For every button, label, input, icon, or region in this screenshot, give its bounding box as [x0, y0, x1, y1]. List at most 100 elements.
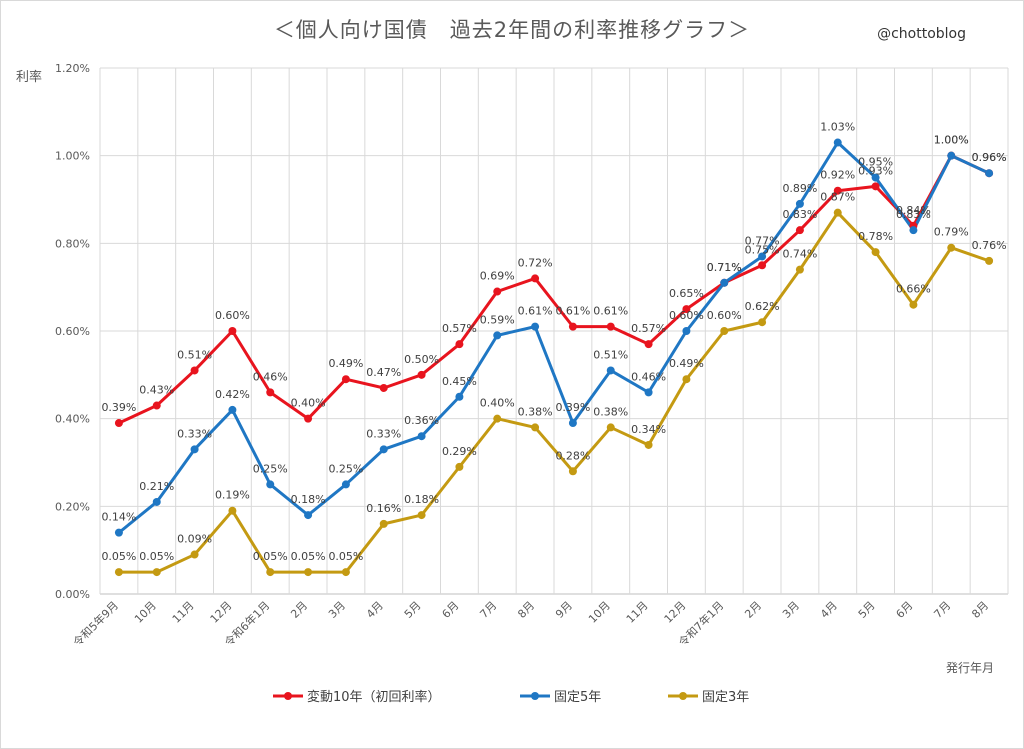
data-point	[833, 138, 842, 147]
data-point	[871, 173, 880, 182]
data-label: 0.46%	[631, 370, 666, 383]
x-axis-label: 発行年月	[946, 661, 995, 675]
y-tick-label: 1.20%	[55, 62, 90, 75]
data-label: 0.05%	[101, 550, 136, 563]
data-label: 0.74%	[782, 248, 817, 261]
data-label: 0.50%	[404, 353, 439, 366]
x-tick-label: 12月	[662, 599, 689, 626]
data-label: 0.16%	[366, 502, 401, 515]
data-point	[644, 440, 653, 449]
legend-label-fixed5: 固定5年	[554, 690, 602, 705]
data-point	[644, 340, 653, 349]
data-point	[266, 568, 275, 577]
data-point	[568, 419, 577, 428]
data-point	[568, 322, 577, 331]
data-point	[795, 226, 804, 235]
data-label: 0.40%	[291, 397, 326, 410]
data-label: 0.19%	[215, 489, 250, 502]
legend: 変動10年（初回利率） 固定5年 固定3年	[0, 686, 1024, 706]
data-point	[266, 480, 275, 489]
data-point	[379, 445, 388, 454]
data-label: 0.18%	[404, 493, 439, 506]
data-point	[152, 401, 161, 410]
data-point	[493, 414, 502, 423]
x-tick-label: 4月	[818, 599, 840, 621]
data-point	[531, 274, 540, 283]
data-label: 0.51%	[177, 348, 212, 361]
data-label: 0.84%	[896, 204, 931, 217]
data-label: 0.39%	[101, 401, 136, 414]
data-label: 0.79%	[934, 226, 969, 239]
data-label: 0.95%	[858, 156, 893, 169]
data-point	[190, 445, 199, 454]
data-point	[304, 414, 313, 423]
data-label: 0.51%	[593, 348, 628, 361]
series-line	[117, 141, 990, 534]
data-point	[341, 568, 350, 577]
data-label: 0.87%	[820, 191, 855, 204]
data-label: 0.38%	[518, 405, 553, 418]
legend-item-fixed5: 固定5年	[520, 686, 601, 705]
data-label: 0.33%	[366, 427, 401, 440]
data-point	[568, 467, 577, 476]
x-tick-label: 6月	[440, 599, 462, 621]
data-point	[606, 366, 615, 375]
data-point	[190, 550, 199, 559]
data-point	[947, 151, 956, 160]
data-label: 0.05%	[328, 550, 363, 563]
data-label: 0.60%	[669, 309, 704, 322]
data-label: 0.39%	[555, 401, 590, 414]
data-label: 0.59%	[480, 313, 515, 326]
data-label: 0.61%	[555, 305, 590, 318]
legend-marker-fixed3	[668, 691, 698, 700]
data-point	[909, 226, 918, 235]
data-label: 0.60%	[707, 309, 742, 322]
data-point	[341, 375, 350, 384]
data-point	[720, 278, 729, 287]
data-point	[455, 392, 464, 401]
x-tick-label: 10月	[586, 599, 613, 626]
data-label: 0.34%	[631, 423, 666, 436]
data-label: 0.05%	[253, 550, 288, 563]
legend-item-floating10: 変動10年（初回利率）	[273, 686, 441, 705]
data-point	[190, 366, 199, 375]
x-tick-label: 11月	[170, 599, 197, 626]
data-label: 1.00%	[934, 134, 969, 147]
data-label: 0.25%	[253, 462, 288, 475]
data-point	[644, 388, 653, 397]
data-label: 0.14%	[101, 511, 136, 524]
data-point	[871, 182, 880, 191]
data-label: 0.83%	[782, 208, 817, 221]
legend-item-fixed3: 固定3年	[668, 686, 749, 705]
y-tick-label: 0.00%	[55, 588, 90, 601]
data-point	[531, 322, 540, 331]
data-label: 0.43%	[139, 384, 174, 397]
data-label: 0.71%	[707, 261, 742, 274]
data-label: 0.18%	[291, 493, 326, 506]
data-point	[228, 506, 237, 515]
data-point	[758, 261, 767, 270]
legend-marker-floating10	[273, 691, 303, 700]
y-tick-label: 0.20%	[55, 500, 90, 513]
data-label: 1.03%	[820, 121, 855, 134]
x-tick-label: 2月	[288, 599, 310, 621]
data-point	[606, 322, 615, 331]
data-label: 0.61%	[518, 305, 553, 318]
data-point	[114, 419, 123, 428]
x-tick-label: 4月	[364, 599, 386, 621]
data-point	[909, 300, 918, 309]
x-tick-label: 令和5年9月	[70, 598, 121, 649]
data-label: 0.61%	[593, 305, 628, 318]
data-point	[493, 287, 502, 296]
data-label: 0.42%	[215, 388, 250, 401]
data-point	[228, 327, 237, 335]
x-tick-label: 9月	[553, 599, 575, 621]
data-label: 0.75%	[745, 243, 780, 256]
data-point	[304, 568, 313, 577]
data-label: 0.49%	[669, 357, 704, 370]
x-tick-label: 7月	[931, 599, 953, 621]
data-label: 0.25%	[328, 462, 363, 475]
x-tick-label: 11月	[624, 599, 651, 626]
data-label: 0.49%	[328, 357, 363, 370]
